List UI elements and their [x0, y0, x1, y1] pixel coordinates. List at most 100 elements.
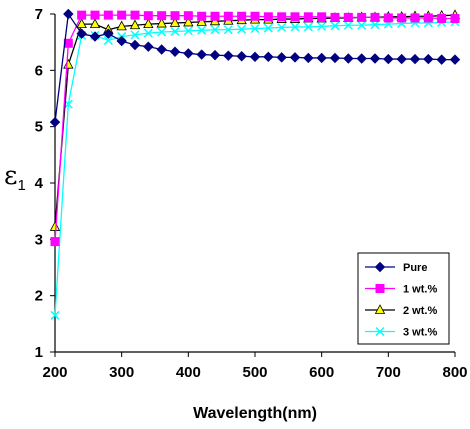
series-pure — [49, 8, 461, 128]
data-point-2-wt — [169, 17, 181, 27]
x-tick-label: 300 — [109, 364, 134, 381]
data-point-pure — [396, 53, 407, 65]
data-point-2-wt — [156, 17, 167, 28]
legend-box — [357, 252, 450, 345]
data-point-3-wt — [223, 25, 233, 35]
series-line-pure — [54, 12, 455, 123]
legend-label: 2 wt.% — [403, 305, 437, 317]
data-point-pure — [436, 54, 447, 65]
point-marker-stroke — [343, 20, 353, 30]
data-point-pure — [356, 53, 367, 64]
data-point-1-wt — [250, 11, 260, 21]
y-axis-title-subscript: 1 — [17, 177, 25, 194]
x-tick-label: 700 — [376, 364, 401, 381]
data-point-3-wt — [50, 310, 60, 320]
point-marker-stroke — [317, 21, 327, 31]
point-marker-stroke — [157, 27, 167, 37]
point-marker-stroke — [357, 20, 367, 30]
legend-swatch-marker — [375, 284, 385, 293]
data-point-3-wt — [357, 20, 367, 30]
data-point-pure — [183, 48, 194, 59]
legend: Pure 1 wt.% 2 wt.% 3 wt.% — [357, 252, 450, 345]
legend-item-3-wt: 3 wt.% — [365, 327, 437, 339]
data-point-1-wt — [370, 12, 380, 22]
data-point-pure — [129, 39, 141, 51]
data-point-3-wt — [330, 21, 340, 31]
data-point-3-wt — [237, 24, 247, 34]
data-point-3-wt — [290, 22, 300, 32]
point-marker-stroke — [250, 24, 260, 34]
point-marker-stroke — [197, 25, 207, 35]
data-point-1-wt — [103, 10, 113, 20]
data-point-1-wt — [237, 11, 247, 21]
x-tick-label: 400 — [176, 364, 201, 381]
data-point-2-wt — [49, 221, 61, 231]
data-point-pure — [329, 52, 341, 64]
data-point-1-wt — [330, 12, 340, 22]
data-point-pure — [369, 53, 381, 64]
data-point-2-wt — [129, 19, 141, 30]
data-point-1-wt — [303, 12, 313, 22]
data-point-pure — [303, 52, 314, 64]
data-point-1-wt — [170, 11, 180, 21]
data-point-1-wt — [77, 10, 87, 20]
y-tick-label: 6 — [35, 62, 43, 79]
data-point-3-wt — [157, 27, 167, 37]
data-point-2-wt — [143, 18, 154, 29]
data-point-1-wt — [357, 12, 367, 22]
data-point-3-wt — [103, 35, 113, 46]
point-marker-stroke — [375, 326, 385, 337]
point-marker-stroke — [277, 22, 287, 33]
data-point-pure — [169, 46, 181, 57]
data-point-pure — [63, 8, 74, 20]
data-point-1-wt — [210, 11, 220, 21]
legend-swatch-marker — [374, 261, 386, 273]
data-point-pure — [276, 52, 287, 63]
data-point-1-wt — [290, 12, 300, 22]
data-point-1-wt — [383, 13, 393, 23]
data-point-pure — [223, 50, 234, 61]
data-point-3-wt — [197, 25, 207, 35]
data-point-1-wt — [423, 13, 433, 23]
data-point-1-wt — [263, 12, 273, 22]
legend-item-2-wt: 2 wt.% — [365, 304, 437, 317]
data-point-1-wt — [343, 12, 353, 22]
data-point-1-wt — [223, 11, 233, 21]
data-point-3-wt — [130, 30, 140, 40]
x-tick-label: 600 — [309, 364, 334, 381]
series-line-2-wt — [54, 14, 456, 227]
data-point-3-wt — [263, 23, 273, 33]
data-point-pure — [383, 53, 394, 65]
data-point-2-wt — [89, 18, 101, 29]
data-point-3-wt — [210, 25, 220, 35]
data-point-pure — [449, 54, 461, 65]
data-point-3-wt — [143, 28, 153, 38]
data-point-3-wt — [277, 22, 287, 33]
data-point-2-wt — [196, 16, 207, 26]
data-point-pure — [409, 53, 421, 65]
data-point-1-wt — [130, 10, 140, 20]
data-point-1-wt — [157, 11, 167, 21]
data-point-pure — [209, 49, 221, 61]
data-point-1-wt — [397, 13, 407, 23]
data-point-3-wt — [183, 26, 193, 36]
legend-label: 3 wt.% — [403, 327, 437, 339]
data-point-3-wt — [250, 24, 260, 34]
data-point-pure — [249, 51, 261, 63]
point-marker-stroke — [103, 35, 113, 46]
data-point-2-wt — [63, 58, 74, 69]
data-point-pure — [143, 41, 154, 52]
data-point-1-wt — [90, 10, 100, 20]
legend-swatch-marker — [375, 326, 385, 337]
data-point-pure — [423, 53, 434, 65]
data-point-3-wt — [370, 20, 380, 30]
data-point-3-wt — [170, 26, 180, 36]
data-point-2-wt — [183, 16, 194, 27]
x-tick-label: 800 — [442, 364, 467, 381]
y-tick-label: 7 — [35, 6, 43, 23]
series-line-1-wt — [54, 14, 455, 242]
data-point-1-wt — [277, 12, 287, 22]
data-point-1-wt — [197, 11, 207, 21]
x-tick-label: 500 — [242, 364, 267, 381]
